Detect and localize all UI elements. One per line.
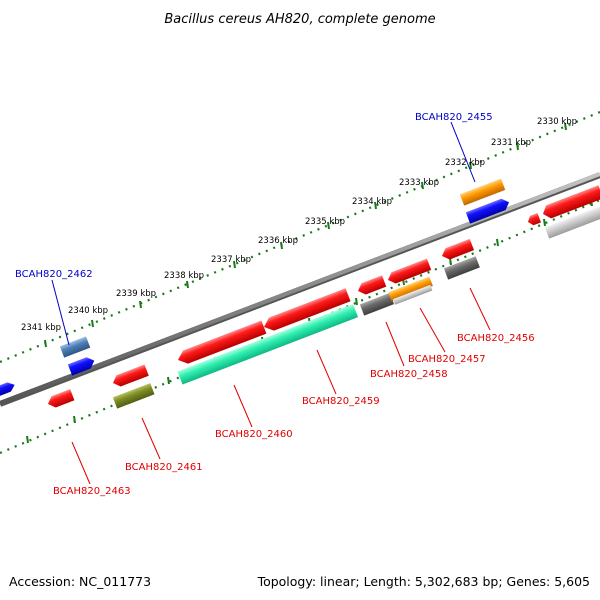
accession-text: Accession: NC_011773 <box>9 574 151 589</box>
gene-feature-bcah820-2457 <box>388 276 433 302</box>
gene-feature <box>48 389 75 408</box>
gene-feature <box>528 213 541 226</box>
reverse-features <box>112 205 600 409</box>
tick-label: 2331 kbp <box>491 138 531 148</box>
gene-label-bcah820-2459: BCAH820_2459 <box>302 396 380 407</box>
gene-feature-bcah820-2458 <box>359 292 395 316</box>
tick-label: 2341 kbp <box>21 323 61 333</box>
forward-features <box>0 178 600 408</box>
gene-feature <box>392 284 433 305</box>
map-title: Bacillus cereus AH820, complete genome <box>164 12 435 27</box>
gene-feature <box>178 320 267 364</box>
gene-feature <box>544 205 600 239</box>
gene-feature-bcah820-2461 <box>112 383 155 409</box>
tick-label: 2340 kbp <box>68 306 108 316</box>
gene-feature <box>543 185 600 219</box>
gene-feature <box>67 357 95 376</box>
gene-feature-bcah820-2455 <box>459 178 506 206</box>
genome-stats-text: Topology: linear; Length: 5,302,683 bp; … <box>257 574 590 589</box>
tick-label: 2334 kbp <box>352 197 392 207</box>
tick-label: 2332 kbp <box>445 158 485 168</box>
tick-label: 2330 kbp <box>537 117 577 127</box>
gene-feature <box>388 258 432 284</box>
genome-backbone-highlight <box>0 172 600 405</box>
tick-label: 2339 kbp <box>116 289 156 299</box>
scale-labels: 2330 kbp 2331 kbp 2332 kbp 2333 kbp 2334… <box>21 117 577 333</box>
gene-feature <box>465 198 510 224</box>
tick-label: 2336 kbp <box>258 236 298 246</box>
tick-label: 2337 kbp <box>211 255 251 265</box>
gene-label-bcah820-2457: BCAH820_2457 <box>408 354 486 365</box>
gene-label-bcah820-2460: BCAH820_2460 <box>215 429 293 440</box>
tick-label: 2333 kbp <box>399 178 439 188</box>
gene-label-bcah820-2458: BCAH820_2458 <box>370 369 448 380</box>
gene-labels: BCAH820_2455 BCAH820_2456 BCAH820_2457 B… <box>15 112 535 497</box>
tick-label: 2335 kbp <box>305 217 345 227</box>
gene-label-bcah820-2456: BCAH820_2456 <box>457 333 535 344</box>
tick-label: 2338 kbp <box>164 271 204 281</box>
gene-feature-bcah820-2460 <box>177 304 359 385</box>
gene-feature <box>264 288 351 331</box>
gene-label-bcah820-2455: BCAH820_2455 <box>415 112 493 123</box>
upper-major-ticks <box>44 122 567 348</box>
gene-label-bcah820-2463: BCAH820_2463 <box>53 486 131 497</box>
gene-label-bcah820-2461: BCAH820_2461 <box>125 462 203 473</box>
gene-label-bcah820-2462: BCAH820_2462 <box>15 269 93 280</box>
gene-feature-bcah820-2462 <box>59 336 91 358</box>
label-leaders <box>51 121 491 485</box>
gene-feature <box>113 364 149 387</box>
gene-feature <box>0 382 15 397</box>
gene-feature-bcah820-2456 <box>443 256 480 280</box>
gene-feature <box>442 238 475 260</box>
gene-feature <box>358 275 387 295</box>
